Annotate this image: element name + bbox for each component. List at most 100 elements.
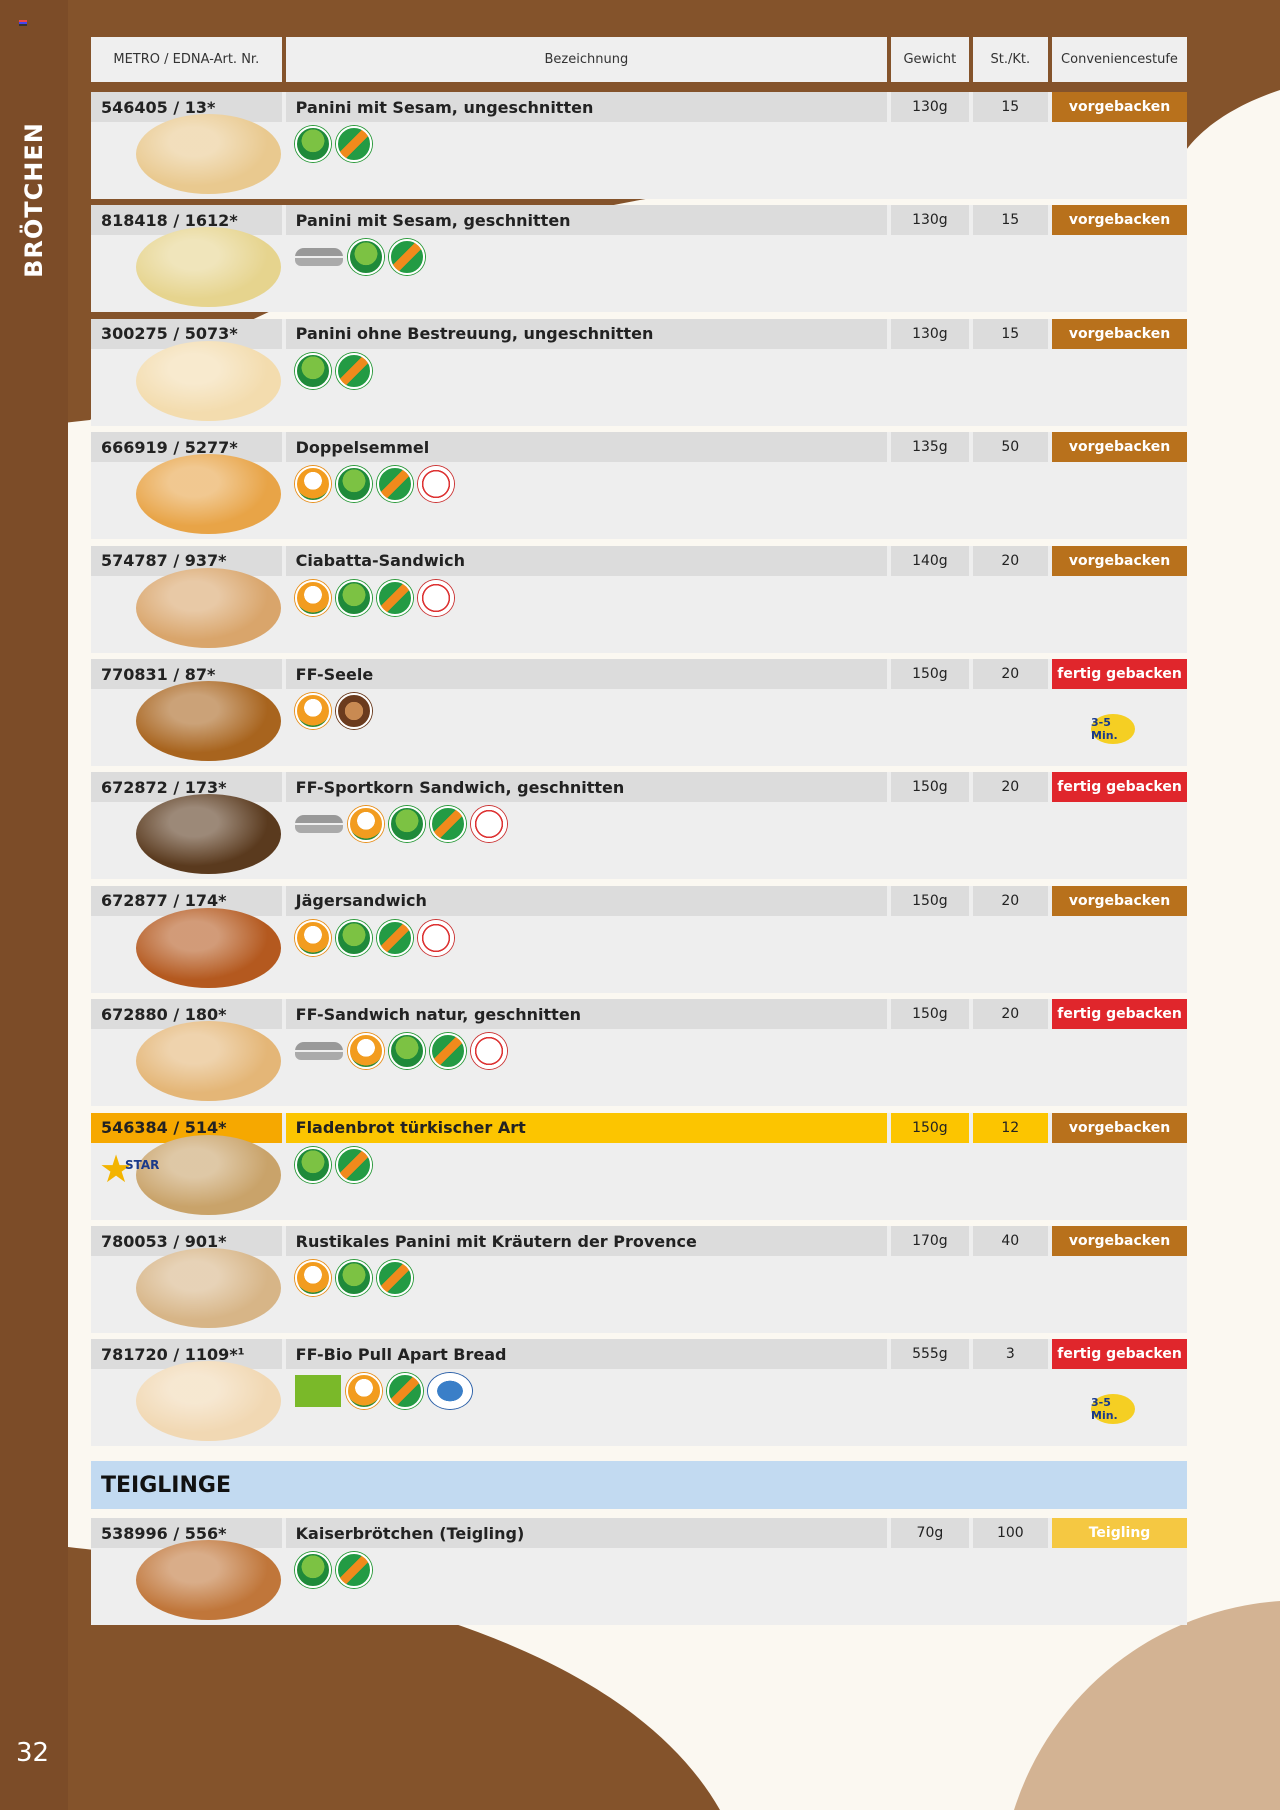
- table-row: 546384 / 514* Fladenbrot türkischer Art …: [91, 1112, 1188, 1220]
- product-image: [136, 567, 281, 648]
- table-row: 546405 / 13* Panini mit Sesam, ungeschni…: [91, 92, 1188, 199]
- table-row: 672872 / 173* FF-Sportkorn Sandwich, ges…: [91, 772, 1188, 880]
- product-image: [136, 340, 281, 421]
- table-row: 672877 / 174* Jägersandwich 150g 20 vorg…: [91, 885, 1188, 993]
- lactose-free-icon: [387, 1373, 423, 1410]
- section-teiglinge: TEIGLINGE: [91, 1461, 1187, 1509]
- row-header: 538996 / 556* Kaiserbrötchen (Teigling) …: [91, 1518, 1188, 1548]
- product-name: Fladenbrot türkischer Art: [285, 1112, 888, 1143]
- header-st-kt: St./Kt.: [972, 37, 1048, 82]
- vegan-icon: [336, 1260, 372, 1296]
- lactose-free-icon: [430, 1033, 466, 1070]
- weight: 130g: [891, 205, 969, 236]
- row-header: 574787 / 937* Ciabatta-Sandwich 140g 20 …: [91, 545, 1188, 576]
- article-number: 666919 / 5277*: [91, 432, 282, 463]
- cut-icon: [295, 1042, 343, 1061]
- product-image: [136, 1361, 281, 1442]
- color-marker: [19, 20, 27, 26]
- weight: 150g: [891, 1112, 969, 1143]
- label-icons: [295, 579, 454, 616]
- convenience-badge: vorgebacken: [1052, 205, 1188, 236]
- product-name: FF-Sandwich natur, geschnitten: [285, 999, 888, 1030]
- star-icon: ★ STAR: [99, 1146, 160, 1191]
- product-name: Rustikales Panini mit Kräutern der Prove…: [285, 1226, 888, 1256]
- pieces-per-carton: 20: [972, 659, 1049, 689]
- convenience-badge: vorgebacken: [1052, 545, 1188, 576]
- lactose-free-icon: [430, 806, 466, 843]
- label-icons: [295, 693, 372, 729]
- table-row: 672880 / 180* FF-Sandwich natur, geschni…: [91, 999, 1188, 1107]
- lactose-free-icon: [336, 126, 372, 162]
- product-image: [136, 681, 281, 761]
- table-row: 780053 / 901* Rustikales Panini mit Kräu…: [91, 1226, 1188, 1333]
- product-name: FF-Seele: [285, 659, 888, 689]
- label-icons: [295, 466, 454, 503]
- bakery-seal-icon: [336, 693, 372, 729]
- cut-icon: [295, 248, 343, 267]
- product-name: Panini mit Sesam, ungeschnitten: [285, 92, 888, 122]
- label-icons: [295, 1373, 472, 1410]
- weight: 130g: [891, 92, 969, 122]
- pieces-per-carton: 40: [972, 1226, 1049, 1256]
- header-gewicht: Gewicht: [891, 37, 969, 82]
- convenience-badge: fertig gebacken: [1052, 999, 1188, 1030]
- tan-circle: [1014, 1601, 1280, 1810]
- table-row: 818418 / 1612* Panini mit Sesam, geschni…: [91, 205, 1188, 313]
- article-number: 546384 / 514*: [91, 1112, 282, 1143]
- natural-icon: [295, 466, 331, 503]
- natural-icon: [346, 1373, 382, 1410]
- genuss-seal-icon: [428, 1373, 472, 1410]
- knusperwelt-icon: [418, 579, 454, 616]
- vegan-icon: [295, 1146, 331, 1183]
- product-name: FF-Bio Pull Apart Bread: [285, 1339, 888, 1370]
- weight: 130g: [891, 318, 969, 349]
- table-row: 781720 / 1109*¹ FF-Bio Pull Apart Bread …: [91, 1339, 1188, 1447]
- product-image: [136, 794, 281, 875]
- pieces-per-carton: 15: [972, 318, 1049, 349]
- table-header: METRO / EDNA-Art. Nr. Bezeichnung Gewich…: [91, 37, 1187, 82]
- weight: 150g: [891, 659, 969, 689]
- lactose-free-icon: [336, 352, 372, 389]
- convenience-badge: vorgebacken: [1052, 92, 1188, 122]
- weight: 150g: [891, 772, 969, 803]
- page-number: 32: [16, 1738, 50, 1768]
- vegan-icon: [295, 1552, 331, 1588]
- label-icons: [295, 919, 454, 956]
- row-header: 672877 / 174* Jägersandwich 150g 20 vorg…: [91, 885, 1188, 916]
- pieces-per-carton: 50: [972, 432, 1049, 463]
- product-image: [136, 1134, 281, 1215]
- pieces-per-carton: 100: [972, 1518, 1049, 1548]
- lactose-free-icon: [377, 466, 413, 503]
- convenience-badge: vorgebacken: [1052, 318, 1188, 349]
- product-image: [136, 454, 281, 535]
- lactose-free-icon: [336, 1552, 372, 1588]
- row-header: 546405 / 13* Panini mit Sesam, ungeschni…: [91, 92, 1188, 122]
- row-header: 818418 / 1612* Panini mit Sesam, geschni…: [91, 205, 1188, 236]
- weight: 70g: [891, 1518, 969, 1548]
- weight: 170g: [891, 1226, 969, 1256]
- convenience-badge: fertig gebacken: [1052, 772, 1188, 803]
- natural-icon: [348, 806, 384, 843]
- natural-icon: [295, 1260, 331, 1296]
- table-row: 574787 / 937* Ciabatta-Sandwich 140g 20 …: [91, 545, 1188, 653]
- row-header: 546384 / 514* Fladenbrot türkischer Art …: [91, 1112, 1188, 1143]
- weight: 555g: [891, 1339, 969, 1370]
- row-header: 770831 / 87* FF-Seele 150g 20 fertig geb…: [91, 659, 1188, 689]
- star-label: STAR: [125, 1157, 160, 1172]
- product-name: FF-Sportkorn Sandwich, geschnitten: [285, 772, 888, 803]
- label-icons: [295, 352, 372, 389]
- knusperwelt-icon: [471, 1033, 507, 1070]
- product-image: [136, 1248, 281, 1328]
- vegan-icon: [336, 466, 372, 503]
- product-name: Kaiserbrötchen (Teigling): [285, 1518, 888, 1548]
- article-number: 538996 / 556*: [91, 1518, 282, 1548]
- row-header: 672880 / 180* FF-Sandwich natur, geschni…: [91, 999, 1188, 1030]
- natural-icon: [295, 579, 331, 616]
- pieces-per-carton: 20: [972, 545, 1049, 576]
- vegan-icon: [295, 352, 331, 389]
- product-name: Ciabatta-Sandwich: [285, 545, 888, 576]
- pieces-per-carton: 15: [972, 205, 1049, 236]
- row-header: 672872 / 173* FF-Sportkorn Sandwich, ges…: [91, 772, 1188, 803]
- product-table: METRO / EDNA-Art. Nr. Bezeichnung Gewich…: [91, 37, 1188, 1625]
- bio-eu-icon: [295, 1375, 341, 1408]
